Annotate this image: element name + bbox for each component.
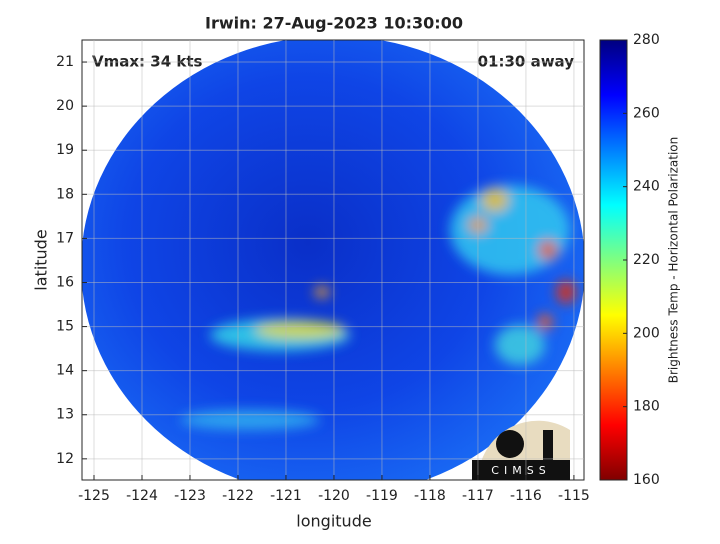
x-tick-label: -125 [78,488,110,504]
x-tick-label: -124 [126,488,158,504]
y-tick-label: 12 [56,451,74,467]
colorbar-tick-label: 280 [633,32,660,48]
satellite-image [82,40,584,480]
x-tick-label: -116 [510,488,542,504]
logo-text: CIMSS [491,464,550,477]
colorbar-tick-label: 260 [633,105,660,121]
x-tick-label: -123 [174,488,206,504]
colorbar-label: Brightness Temp - Horizontal Polarizatio… [667,137,681,384]
colorbar-tick-label: 220 [633,252,660,268]
x-tick-label: -121 [270,488,302,504]
colorbar-tick-label: 160 [633,472,660,488]
y-tick-label: 16 [56,274,74,290]
y-tick-label: 17 [56,230,74,246]
y-tick-label: 20 [56,98,74,114]
chart-title: Irwin: 27-Aug-2023 10:30:00 [205,14,463,33]
colorbar-tick-label: 240 [633,179,660,195]
x-tick-label: -119 [366,488,398,504]
x-tick-label: -115 [558,488,590,504]
y-axis-label: latitude [32,229,51,290]
y-tick-label: 19 [56,142,74,158]
annotation: Vmax: 34 kts [92,53,202,71]
y-tick-label: 15 [56,319,74,335]
colorbar [599,39,628,481]
plot-frame [81,39,585,481]
y-tick-label: 18 [56,186,74,202]
x-tick-label: -118 [414,488,446,504]
x-tick-label: -120 [318,488,350,504]
y-tick-label: 21 [56,54,74,70]
x-tick-label: -122 [222,488,254,504]
logo: CIMSS [472,420,570,480]
colorbar-tick-label: 180 [633,399,660,415]
y-tick-label: 14 [56,363,74,379]
x-axis-label: longitude [296,512,371,531]
colorbar-tick-label: 200 [633,325,660,341]
x-tick-label: -117 [462,488,494,504]
y-tick-label: 13 [56,407,74,423]
